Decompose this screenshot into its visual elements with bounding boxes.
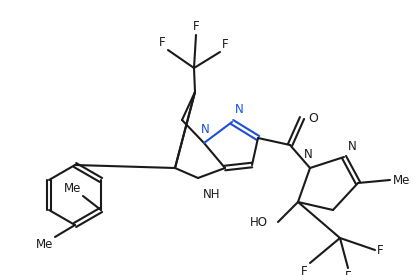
Text: NH: NH [203, 188, 221, 201]
Text: N: N [201, 123, 209, 136]
Text: Me: Me [36, 238, 53, 251]
Text: F: F [159, 36, 166, 49]
Text: N: N [235, 103, 244, 116]
Text: O: O [308, 111, 318, 125]
Text: F: F [377, 243, 384, 257]
Text: F: F [222, 38, 229, 51]
Text: Me: Me [64, 182, 81, 195]
Text: N: N [348, 140, 357, 153]
Text: HO: HO [250, 216, 268, 229]
Text: Me: Me [393, 174, 411, 186]
Text: N: N [304, 148, 312, 161]
Text: F: F [193, 20, 199, 33]
Text: F: F [345, 270, 351, 275]
Text: F: F [301, 265, 308, 275]
